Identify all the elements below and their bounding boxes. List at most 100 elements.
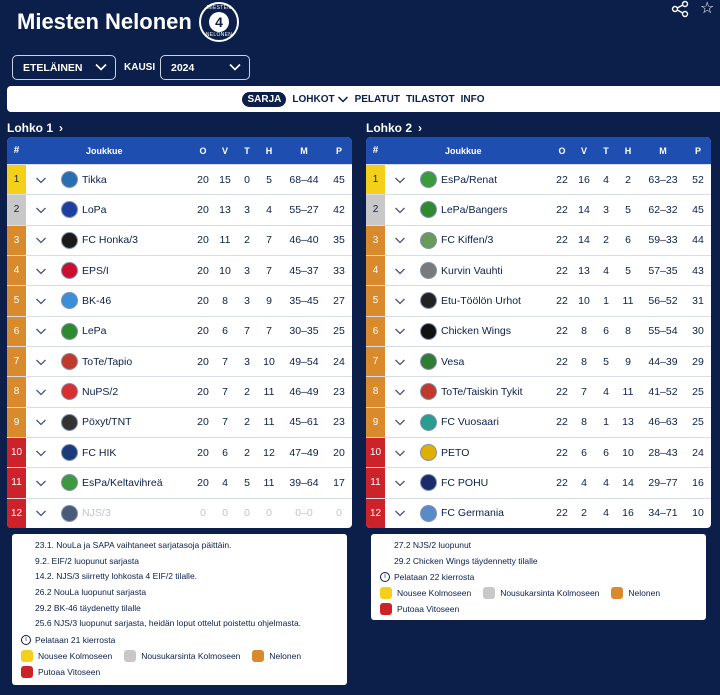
expand-row-button[interactable] bbox=[26, 478, 56, 488]
expand-row-button[interactable] bbox=[385, 357, 415, 367]
table-row[interactable]: 11 FC POHU 22 4 4 14 29–77 16 bbox=[366, 467, 711, 498]
team-name-link[interactable]: Chicken Wings bbox=[441, 325, 512, 338]
nav-tab-lohkot[interactable]: LOHKOT bbox=[292, 94, 348, 105]
team-name-link[interactable]: FC Honka/3 bbox=[82, 234, 139, 247]
nav-tab-info[interactable]: INFO bbox=[460, 93, 485, 105]
expand-row-button[interactable] bbox=[385, 326, 415, 336]
table-row[interactable]: 9 Pöxyt/TNT 20 7 2 11 45–61 23 bbox=[7, 406, 352, 437]
expand-row-button[interactable] bbox=[26, 508, 56, 518]
team-name-link[interactable]: Etu-Töölön Urhot bbox=[441, 294, 521, 307]
expand-row-button[interactable] bbox=[26, 417, 56, 427]
table-row[interactable]: 5 Etu-Töölön Urhot 22 10 1 11 56–52 31 bbox=[366, 285, 711, 316]
table-row[interactable]: 11 EsPa/Keltavihreä 20 4 5 11 39–64 17 bbox=[7, 467, 352, 498]
expand-row-button[interactable] bbox=[26, 357, 56, 367]
team-name-link[interactable]: FC Vuosaari bbox=[441, 416, 499, 429]
column-header-team[interactable]: Joukkue bbox=[445, 145, 482, 156]
region-select[interactable]: ETELÄINEN bbox=[12, 55, 116, 80]
expand-row-button[interactable] bbox=[26, 205, 56, 215]
column-header-team[interactable]: Joukkue bbox=[86, 145, 123, 156]
team-name-link[interactable]: EsPa/Renat bbox=[441, 173, 498, 186]
column-header-m[interactable]: M bbox=[300, 145, 308, 156]
table-row[interactable]: 8 NuPS/2 20 7 2 11 46–49 23 bbox=[7, 376, 352, 407]
column-header-rank[interactable]: # bbox=[13, 145, 20, 156]
group-2-link[interactable]: Lohko 2 › bbox=[366, 121, 423, 135]
table-row[interactable]: 2 LoPa 20 13 3 4 55–27 42 bbox=[7, 194, 352, 225]
table-row[interactable]: 6 Chicken Wings 22 8 6 8 55–54 30 bbox=[366, 315, 711, 346]
table-row[interactable]: 7 Vesa 22 8 5 9 44–39 29 bbox=[366, 345, 711, 377]
table-row[interactable]: 1 EsPa/Renat 22 16 4 2 63–23 52 bbox=[366, 164, 711, 195]
expand-row-button[interactable] bbox=[385, 175, 415, 185]
table-row[interactable]: 1 Tikka 20 15 0 5 68–44 45 bbox=[7, 164, 352, 195]
team-name-link[interactable]: LePa/Bangers bbox=[441, 203, 508, 216]
expand-row-button[interactable] bbox=[26, 326, 56, 336]
expand-row-button[interactable] bbox=[385, 448, 415, 458]
column-header-o[interactable]: O bbox=[199, 145, 207, 156]
team-name-link[interactable]: Kurvin Vauhti bbox=[441, 264, 503, 277]
nav-tab-sarja[interactable]: SARJA bbox=[242, 91, 287, 107]
column-header-t[interactable]: T bbox=[244, 145, 250, 156]
expand-row-button[interactable] bbox=[385, 235, 415, 245]
team-name-link[interactable]: FC POHU bbox=[441, 476, 489, 489]
team-name-link[interactable]: EsPa/Keltavihreä bbox=[82, 476, 163, 489]
column-header-h[interactable]: H bbox=[624, 145, 632, 156]
season-select[interactable]: 2024 bbox=[160, 55, 250, 80]
group-1-link[interactable]: Lohko 1 › bbox=[7, 121, 64, 135]
expand-row-button[interactable] bbox=[26, 266, 56, 276]
team-name-link[interactable]: EPS/I bbox=[82, 264, 109, 277]
table-row[interactable]: 10 FC HIK 20 6 2 12 47–49 20 bbox=[7, 436, 352, 468]
team-name-link[interactable]: LePa bbox=[82, 325, 107, 338]
table-row[interactable]: 12 FC Germania 22 2 4 16 34–71 10 bbox=[366, 497, 711, 528]
favorite-star-icon[interactable]: ☆ bbox=[700, 0, 715, 17]
expand-row-button[interactable] bbox=[26, 296, 56, 306]
column-header-p[interactable]: P bbox=[335, 145, 342, 156]
table-row[interactable]: 12 NJS/3 0 0 0 0 0–0 0 bbox=[7, 497, 352, 528]
expand-row-button[interactable] bbox=[26, 235, 56, 245]
table-row[interactable]: 8 ToTe/Taiskin Tykit 22 7 4 11 41–52 25 bbox=[366, 376, 711, 407]
table-row[interactable]: 9 FC Vuosaari 22 8 1 13 46–63 25 bbox=[366, 406, 711, 437]
expand-row-button[interactable] bbox=[385, 387, 415, 397]
table-row[interactable]: 7 ToTe/Tapio 20 7 3 10 49–54 24 bbox=[7, 345, 352, 377]
team-name-link[interactable]: ToTe/Tapio bbox=[82, 355, 133, 368]
team-name-link[interactable]: LoPa bbox=[82, 203, 107, 216]
team-name-link[interactable]: PETO bbox=[441, 446, 470, 459]
share-icon[interactable] bbox=[671, 0, 689, 18]
team-name-link[interactable]: Pöxyt/TNT bbox=[82, 416, 132, 429]
expand-row-button[interactable] bbox=[26, 387, 56, 397]
team-name-link[interactable]: FC Germania bbox=[441, 507, 505, 520]
table-row[interactable]: 4 Kurvin Vauhti 22 13 4 5 57–35 43 bbox=[366, 254, 711, 286]
column-header-p[interactable]: P bbox=[694, 145, 701, 156]
nav-tab-tilastot[interactable]: TILASTOT bbox=[405, 93, 455, 105]
column-header-m[interactable]: M bbox=[659, 145, 667, 156]
table-row[interactable]: 2 LePa/Bangers 22 14 3 5 62–32 45 bbox=[366, 194, 711, 225]
column-header-rank[interactable]: # bbox=[372, 145, 379, 156]
stat-t: 3 bbox=[603, 203, 609, 216]
table-row[interactable]: 6 LePa 20 6 7 7 30–35 25 bbox=[7, 315, 352, 346]
table-row[interactable]: 10 PETO 22 6 6 10 28–43 24 bbox=[366, 436, 711, 468]
expand-row-button[interactable] bbox=[385, 478, 415, 488]
table-row[interactable]: 5 BK-46 20 8 3 9 35–45 27 bbox=[7, 285, 352, 316]
nav-tab-pelatut[interactable]: PELATUT bbox=[354, 93, 400, 105]
column-header-o[interactable]: O bbox=[558, 145, 566, 156]
expand-row-button[interactable] bbox=[385, 296, 415, 306]
expand-row-button[interactable] bbox=[26, 448, 56, 458]
team-name-link[interactable]: Tikka bbox=[82, 173, 107, 186]
column-header-v[interactable]: V bbox=[580, 145, 587, 156]
expand-row-button[interactable] bbox=[385, 508, 415, 518]
table-row[interactable]: 3 FC Kiffen/3 22 14 2 6 59–33 44 bbox=[366, 224, 711, 255]
expand-row-button[interactable] bbox=[26, 175, 56, 185]
expand-row-button[interactable] bbox=[385, 266, 415, 276]
team-name-link[interactable]: BK-46 bbox=[82, 294, 112, 307]
team-name-link[interactable]: ToTe/Taiskin Tykit bbox=[441, 385, 523, 398]
team-name-link[interactable]: Vesa bbox=[441, 355, 465, 368]
team-name-link[interactable]: NJS/3 bbox=[82, 507, 111, 520]
table-row[interactable]: 3 FC Honka/3 20 11 2 7 46–40 35 bbox=[7, 224, 352, 255]
expand-row-button[interactable] bbox=[385, 205, 415, 215]
table-row[interactable]: 4 EPS/I 20 10 3 7 45–37 33 bbox=[7, 254, 352, 286]
column-header-h[interactable]: H bbox=[265, 145, 273, 156]
team-name-link[interactable]: FC HIK bbox=[82, 446, 117, 459]
expand-row-button[interactable] bbox=[385, 417, 415, 427]
column-header-t[interactable]: T bbox=[603, 145, 609, 156]
column-header-v[interactable]: V bbox=[221, 145, 228, 156]
team-name-link[interactable]: FC Kiffen/3 bbox=[441, 234, 494, 247]
team-name-link[interactable]: NuPS/2 bbox=[82, 385, 119, 398]
